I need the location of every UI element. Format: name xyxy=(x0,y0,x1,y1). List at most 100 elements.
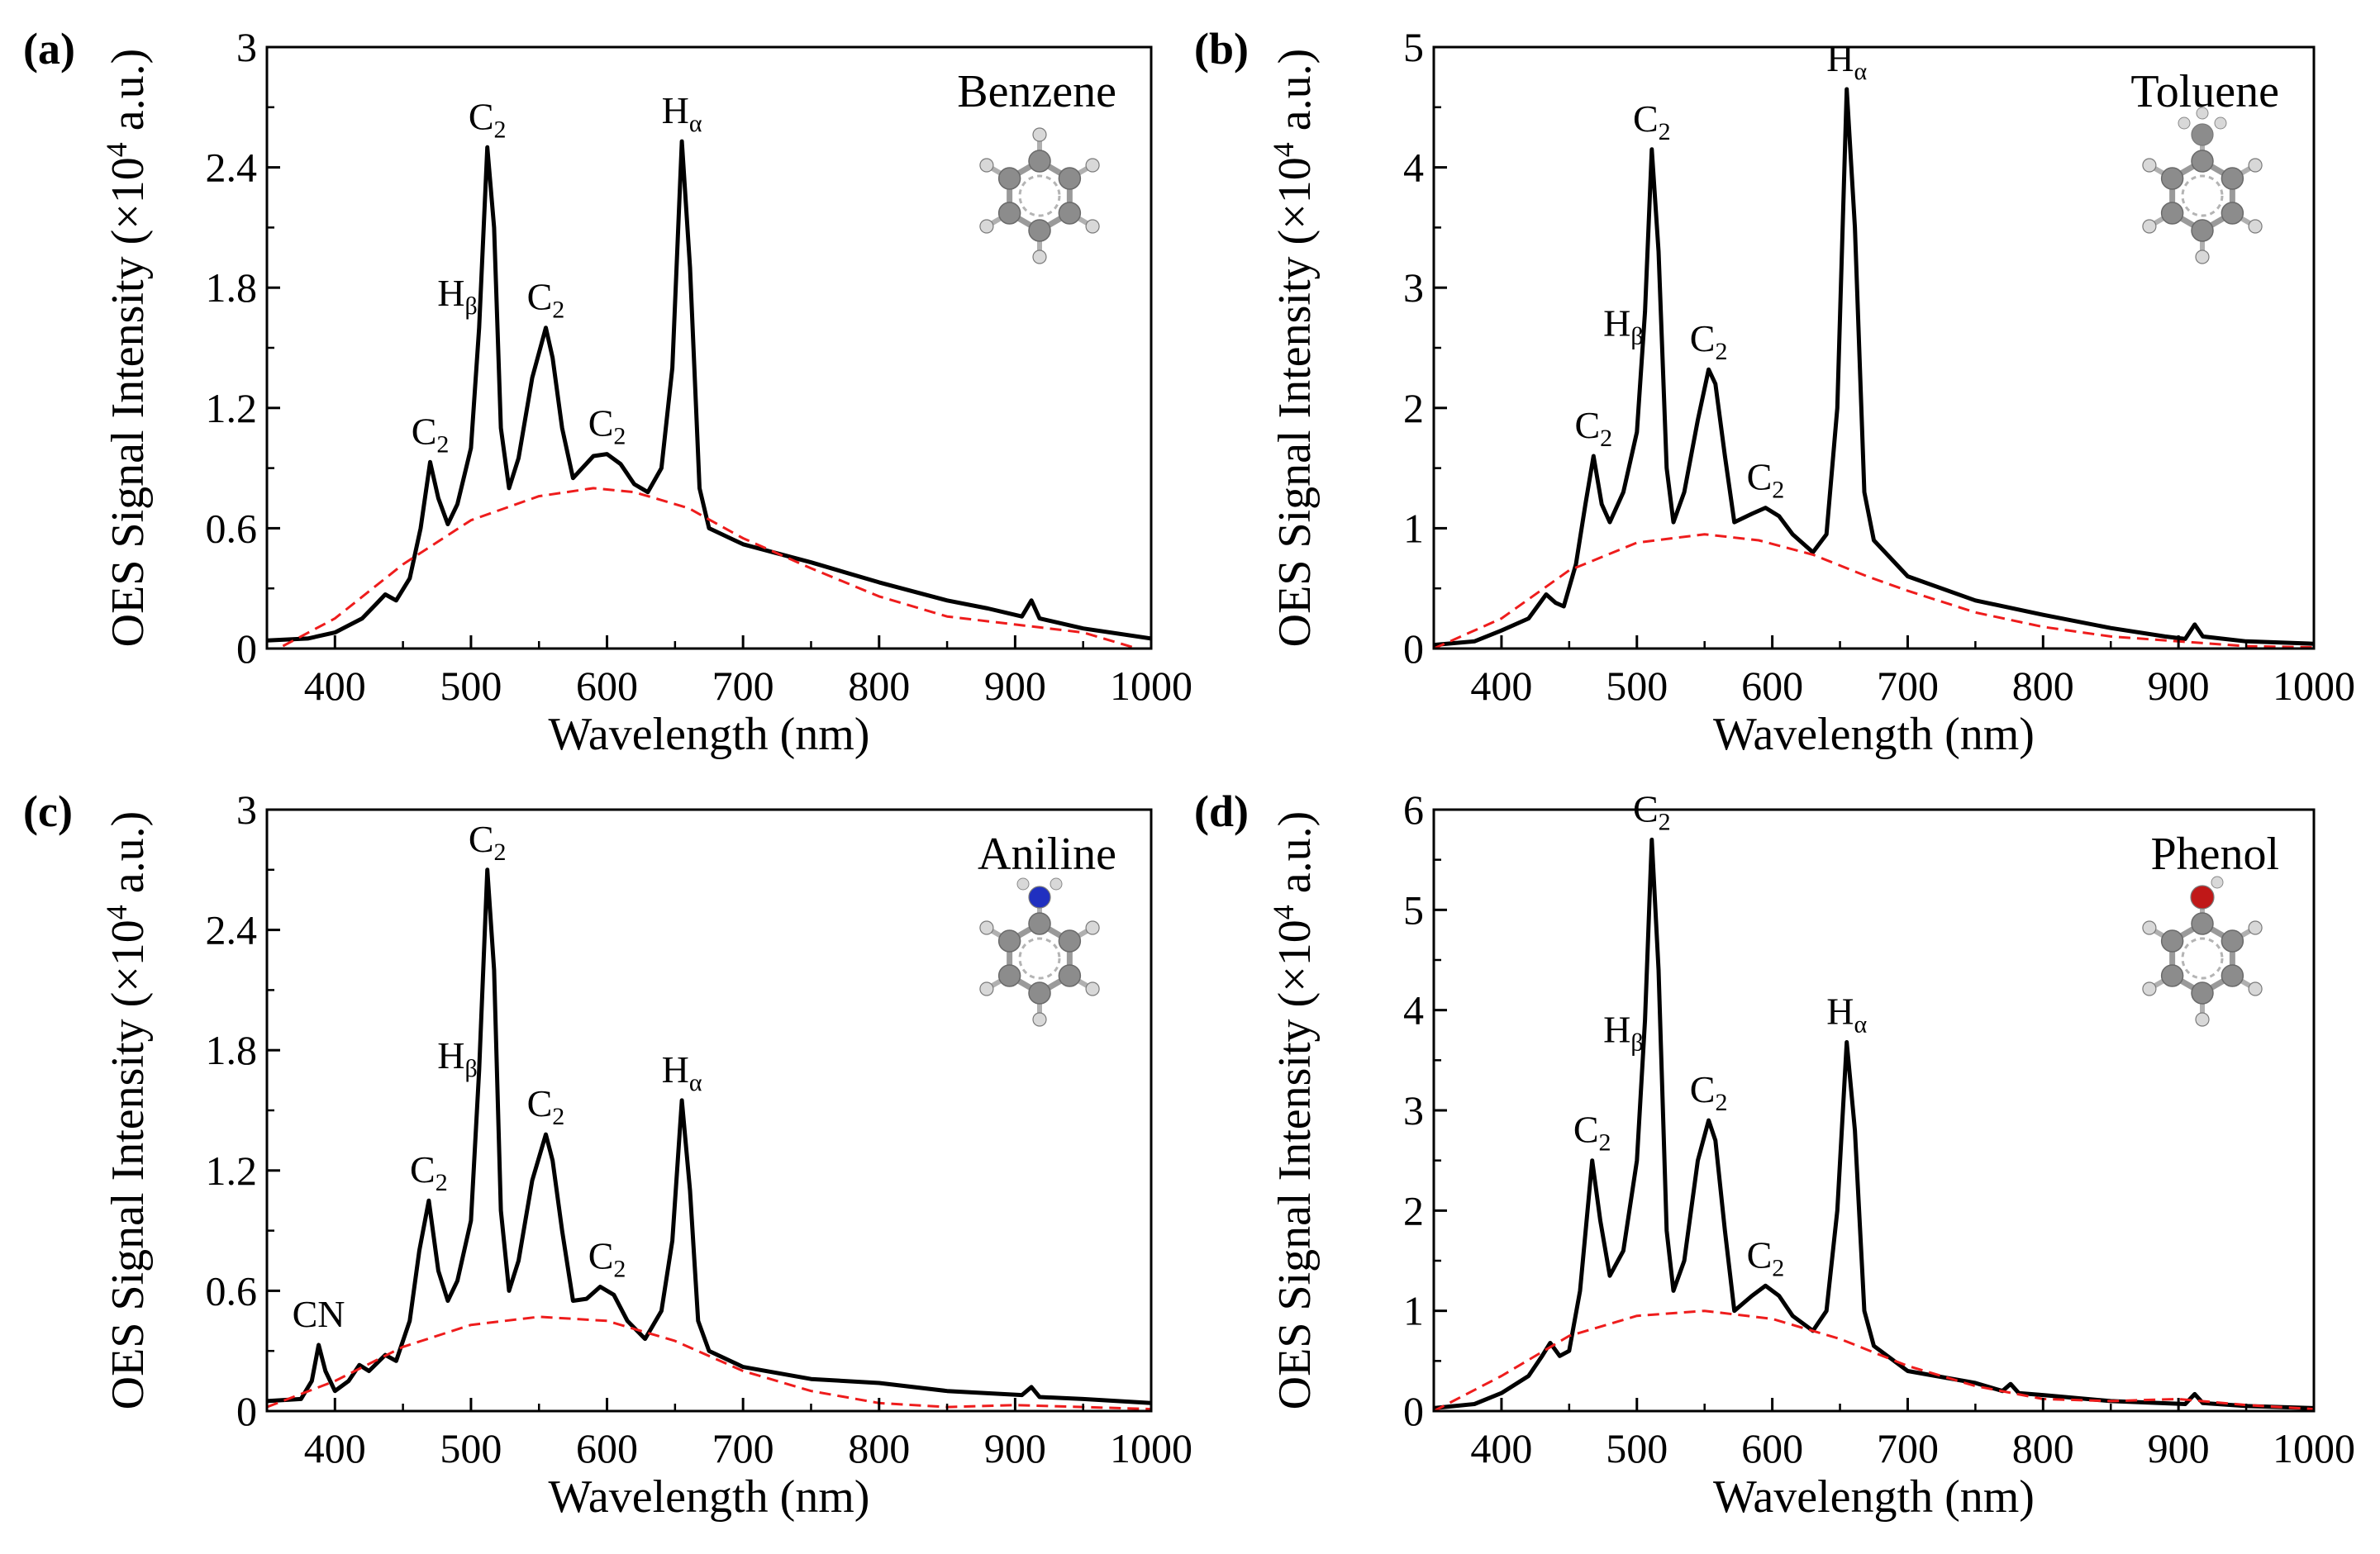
x-tick-label: 400 xyxy=(304,1425,366,1471)
peak-label: CN xyxy=(293,1293,345,1335)
chart-panel-3: 400 500 600 700 800 900 1000 0 0.6 1.2 1.8 2.4 3 Wave… xyxy=(23,787,1192,1523)
y-tick-label: 0 xyxy=(1403,625,1424,672)
y-tick-label: 1 xyxy=(1403,505,1424,551)
x-axis-label: Wavelength (nm) xyxy=(1713,1471,2035,1523)
hydrogen-atom xyxy=(979,920,994,935)
x-tick-label: 500 xyxy=(1606,1425,1668,1471)
peak-label: C2 xyxy=(1690,317,1728,365)
x-axis-label: Wavelength (nm) xyxy=(1713,709,2035,760)
peak-label: Hβ xyxy=(1603,1008,1644,1056)
spectrum-series-line xyxy=(1434,837,2314,1410)
x-axis-label: Wavelength (nm) xyxy=(549,709,870,760)
y-axis-label: OES Signal Intensity (×104 a.u.) xyxy=(1267,49,1321,648)
x-tick-label: 1000 xyxy=(2273,1425,2355,1471)
peak-label: C2 xyxy=(588,402,626,450)
y-tick-label: 3 xyxy=(236,24,257,70)
carbon-atom xyxy=(1028,912,1051,935)
toluene-molecule-icon xyxy=(2142,107,2263,264)
plot-frame xyxy=(265,45,1153,650)
peak-label: C2 xyxy=(1690,1068,1728,1116)
carbon-atom xyxy=(997,964,1021,987)
compound-name: Benzene xyxy=(957,66,1116,117)
x-tick-label: 400 xyxy=(1470,1425,1532,1471)
y-tick-label: 3 xyxy=(236,787,257,833)
hydrogen-atom xyxy=(1032,249,1047,264)
carbon-atom xyxy=(2221,167,2244,190)
carbon-atom xyxy=(2221,929,2244,953)
hydrogen-atom xyxy=(2178,116,2191,130)
x-tick-label: 700 xyxy=(712,1425,774,1471)
aniline-molecule-icon xyxy=(979,877,1100,1027)
hydrogen-atom xyxy=(2195,1012,2210,1027)
peak-label: C2 xyxy=(469,95,507,143)
carbon-atom xyxy=(2221,202,2244,225)
x-tick-label: 900 xyxy=(2148,663,2210,709)
y-tick-label: 5 xyxy=(1403,886,1424,933)
panel-label: (c) xyxy=(23,787,73,836)
x-tick-label: 1000 xyxy=(2273,663,2355,709)
hydrogen-atom xyxy=(1085,158,1100,173)
peak-label: C2 xyxy=(1633,97,1671,145)
x-tick-label: 600 xyxy=(1741,663,1803,709)
y-axis-label: OES Signal Intensity (×104 a.u.) xyxy=(100,811,154,1410)
panel-label: (b) xyxy=(1194,24,1249,74)
substituent-atom xyxy=(1028,886,1051,909)
panel-label: (a) xyxy=(23,24,75,74)
carbon-atom xyxy=(2191,219,2214,242)
carbon-atom xyxy=(997,929,1021,953)
hydrogen-atom xyxy=(979,219,994,234)
y-tick-label: 1.8 xyxy=(206,1027,258,1073)
spectrum-series-line xyxy=(267,139,1151,643)
hydrogen-atom xyxy=(1085,920,1100,935)
plot-frame xyxy=(1432,808,2316,1413)
y-axis-label: OES Signal Intensity (×104 a.u.) xyxy=(1267,811,1321,1410)
chart-panel-1: 400 500 600 700 800 900 1000 0 0.6 1.2 1.8 2.4 3 Wave… xyxy=(23,24,1192,760)
y-tick-label: 2 xyxy=(1403,385,1424,431)
carbon-atom xyxy=(997,202,1021,225)
carbon-atom xyxy=(2160,964,2184,987)
carbon-atom xyxy=(2160,929,2184,953)
peak-label: C2 xyxy=(1747,456,1785,504)
peak-label: C2 xyxy=(410,1148,448,1196)
peak-label: C2 xyxy=(469,818,507,866)
aromatic-ring xyxy=(2181,174,2224,217)
carbon-atom xyxy=(1058,964,1082,987)
y-tick-label: 4 xyxy=(1403,145,1424,191)
carbon-atom xyxy=(2191,150,2214,173)
hydrogen-atom xyxy=(2248,158,2263,173)
carbon-atom xyxy=(1058,202,1082,225)
x-tick-label: 900 xyxy=(984,663,1046,709)
x-tick-label: 800 xyxy=(2012,1425,2074,1471)
peak-label: Hα xyxy=(1826,37,1867,85)
carbon-atom xyxy=(1028,219,1051,242)
hydrogen-atom xyxy=(979,158,994,173)
hydrogen-atom xyxy=(2248,219,2263,234)
hydrogen-atom xyxy=(2211,876,2224,889)
y-tick-label: 0.6 xyxy=(206,505,258,551)
peak-label: C2 xyxy=(412,410,450,458)
y-tick-label: 3 xyxy=(1403,1087,1424,1133)
x-tick-label: 600 xyxy=(1741,1425,1803,1471)
hydrogen-atom xyxy=(1085,981,1100,996)
x-tick-label: 1000 xyxy=(1110,1425,1192,1471)
hydrogen-atom xyxy=(2248,920,2263,935)
compound-name: Aniline xyxy=(978,829,1116,880)
baseline-series-line xyxy=(275,487,1142,649)
plot-frame xyxy=(265,808,1153,1413)
hydrogen-atom xyxy=(1016,877,1030,891)
baseline-series-line xyxy=(267,1315,1151,1411)
peak-label: C2 xyxy=(588,1235,626,1283)
y-tick-label: 3 xyxy=(1403,264,1424,311)
x-tick-label: 500 xyxy=(1606,663,1668,709)
aromatic-ring xyxy=(1018,937,1061,980)
peak-label: Hβ xyxy=(437,272,478,320)
peak-label: C2 xyxy=(1573,1109,1611,1157)
y-tick-label: 0 xyxy=(236,1388,257,1434)
y-tick-label: 1 xyxy=(1403,1288,1424,1334)
peak-label: Hβ xyxy=(1603,302,1644,349)
hydrogen-atom xyxy=(2196,107,2209,120)
x-tick-label: 500 xyxy=(440,1425,502,1471)
spectrum-series-line xyxy=(1434,87,2314,648)
hydrogen-atom xyxy=(2142,981,2157,996)
